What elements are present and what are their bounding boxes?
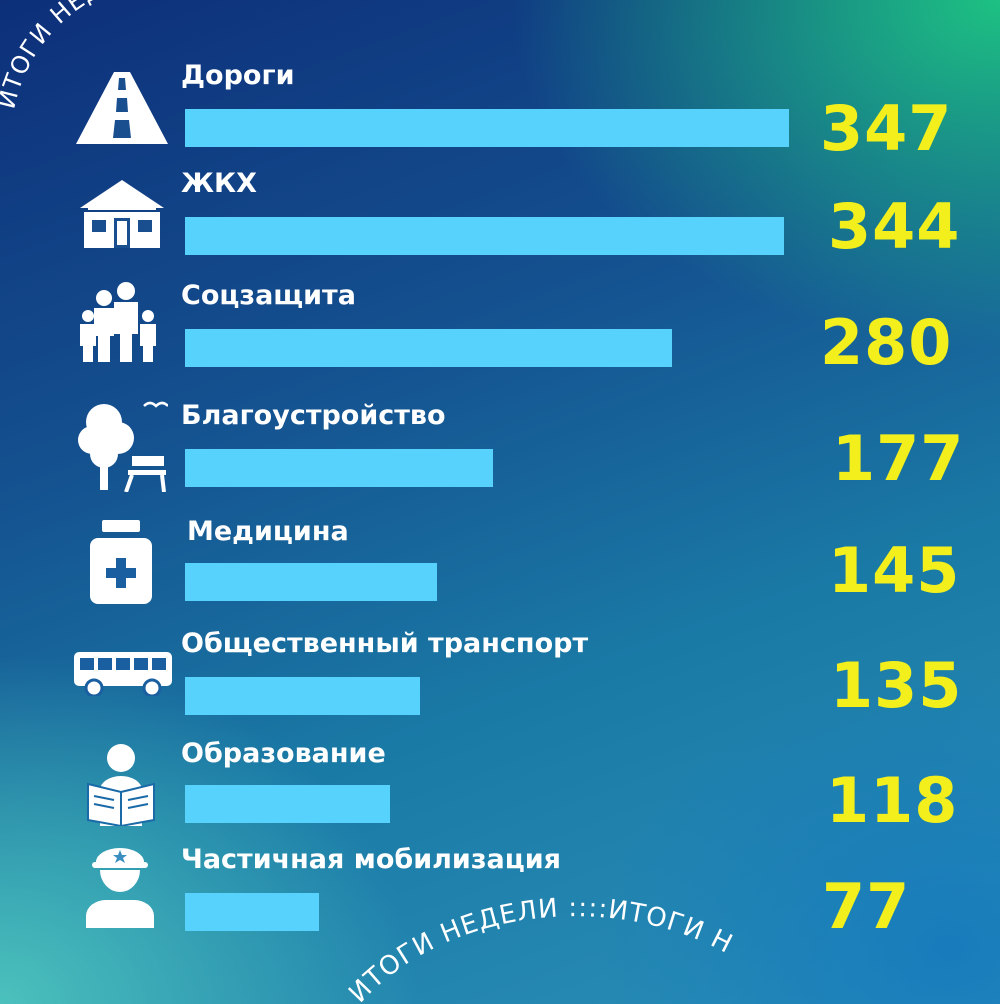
bus-icon xyxy=(74,652,172,696)
soldier-icon xyxy=(86,848,154,928)
category-label: Общественный транспорт xyxy=(181,628,589,659)
house-icon xyxy=(80,180,164,248)
value-label: 118 xyxy=(826,764,959,837)
category-label: Дороги xyxy=(181,60,295,91)
value-label: 177 xyxy=(832,422,965,495)
category-label: Медицина xyxy=(187,516,349,547)
value-label: 145 xyxy=(828,534,961,607)
bar xyxy=(185,785,390,823)
value-label: 77 xyxy=(822,870,911,943)
bar xyxy=(185,329,672,367)
value-label: 135 xyxy=(830,649,963,722)
bar xyxy=(185,217,784,255)
bar xyxy=(185,893,319,931)
category-label: Образование xyxy=(181,738,386,769)
value-label: 280 xyxy=(820,306,953,379)
category-label: Частичная мобилизация xyxy=(181,844,562,875)
value-label: 344 xyxy=(828,190,961,263)
category-label: Соцзащита xyxy=(181,280,356,311)
bar xyxy=(185,109,789,147)
road-icon xyxy=(76,72,168,144)
reader-icon xyxy=(87,744,155,826)
value-label: 347 xyxy=(820,92,953,165)
medicine-icon xyxy=(90,520,152,604)
category-label: Благоустройство xyxy=(181,400,446,431)
bar xyxy=(185,677,420,715)
category-label: ЖКХ xyxy=(181,168,257,199)
family-icon xyxy=(80,282,156,362)
bar xyxy=(185,563,437,601)
park-icon xyxy=(78,401,168,492)
bar xyxy=(185,449,493,487)
